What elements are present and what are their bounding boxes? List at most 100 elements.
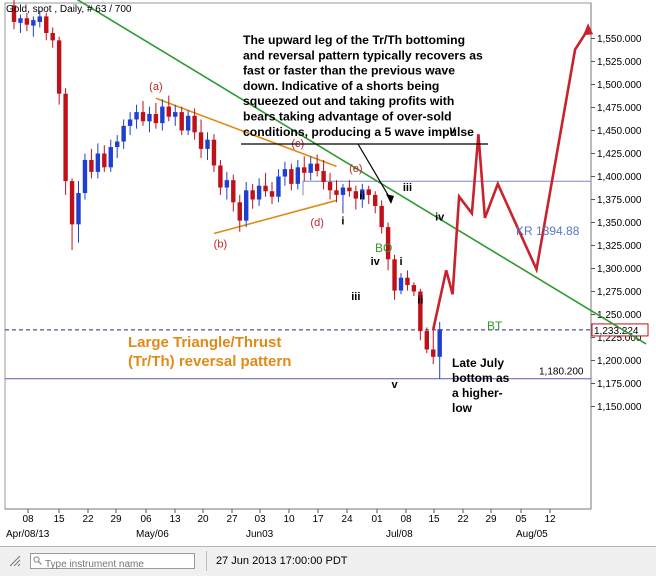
x-tick-label: 01 — [371, 514, 383, 525]
candle — [314, 154, 320, 177]
candle-body — [295, 167, 300, 184]
candle-body — [353, 191, 359, 199]
candle — [218, 159, 223, 195]
annotation-line: The upward leg of the Tr/Th bottoming — [243, 33, 465, 47]
projection — [432, 23, 594, 330]
status-bar: 27 Jun 2013 17:00:00 PDT — [0, 546, 656, 576]
candle — [24, 12, 30, 32]
x-month-label: Apr/08/13 — [6, 529, 50, 540]
candle-body — [250, 190, 255, 200]
candle-body — [411, 285, 417, 292]
candle-body — [424, 331, 429, 350]
candle — [31, 16, 36, 37]
y-tick-label: 1,550.000 — [597, 34, 642, 45]
candle-body — [140, 112, 146, 122]
candle — [108, 139, 113, 172]
price-axis: 1,550.000 1,525.000 1,500.000 1,475.000 1,45… — [591, 34, 642, 413]
x-tick-label: 08 — [400, 514, 412, 525]
x-tick-label: 22 — [82, 514, 94, 525]
x-tick-label: 06 — [140, 514, 152, 525]
candle — [302, 156, 307, 182]
candle — [405, 270, 410, 291]
candle-body — [269, 191, 275, 197]
candle-body — [437, 329, 442, 357]
x-tick-label: 20 — [197, 514, 209, 525]
x-tick-label: 24 — [341, 514, 353, 525]
candle — [366, 185, 371, 205]
status-separator — [206, 551, 207, 571]
candle-body — [282, 169, 288, 177]
candle-body — [327, 182, 333, 191]
candle-body — [102, 153, 107, 168]
candle-body — [108, 147, 113, 168]
x-month-label: May/06 — [136, 529, 169, 540]
candle — [140, 101, 146, 126]
chart-title: Gold, spot , Daily, # 63 / 700 — [6, 4, 132, 15]
resize-grip-icon[interactable] — [8, 554, 22, 568]
candle — [198, 119, 204, 159]
bo-label: BO — [375, 241, 392, 255]
wave-label: ii — [359, 191, 365, 203]
candle — [289, 163, 294, 191]
candle — [179, 106, 184, 136]
wave-label: v — [450, 124, 457, 136]
candle — [269, 182, 275, 205]
y-tick-label: 1,300.000 — [597, 264, 642, 275]
triangle-text-line: (Tr/Th) reversal pattern — [128, 353, 291, 370]
x-tick-label: 15 — [53, 514, 65, 525]
candle-body — [308, 163, 313, 173]
candle — [282, 161, 288, 186]
price-chart[interactable]: 1,550.000 1,525.000 1,500.000 1,475.000 1,45… — [0, 0, 656, 546]
instrument-search[interactable] — [30, 553, 195, 571]
late-july-text-line: Late July — [452, 356, 504, 370]
candle — [18, 14, 23, 33]
candle — [192, 108, 197, 140]
main-annotation: The upward leg of the Tr/Th bottomingand… — [243, 33, 483, 139]
candle — [102, 145, 107, 172]
instrument-search-input[interactable] — [45, 558, 185, 571]
x-tick-label: 05 — [515, 514, 527, 525]
candle-body — [50, 32, 55, 41]
candle — [160, 99, 165, 131]
wave-label: i — [399, 256, 402, 268]
late-july-text-line: bottom as — [452, 371, 510, 385]
y-tick-label: 1,225.000 — [597, 333, 642, 344]
y-tick-label: 1,525.000 — [597, 57, 642, 68]
candle — [82, 153, 88, 200]
candle-body — [398, 277, 404, 291]
candle-body — [134, 112, 139, 120]
candle-body — [431, 349, 436, 357]
candle-body — [314, 163, 320, 171]
candle — [347, 180, 352, 197]
green-downtrend-line — [76, 0, 647, 345]
candle-body — [166, 106, 171, 117]
candle-body — [95, 153, 101, 172]
candle — [11, 0, 17, 30]
low-level-value: 1,180.200 — [539, 367, 584, 378]
x-tick-label: 27 — [226, 514, 238, 525]
candle-body — [11, 5, 17, 22]
candle-body — [237, 202, 242, 221]
candle — [166, 95, 171, 122]
candles — [11, 0, 442, 379]
cursor-datetime: 27 Jun 2013 17:00:00 PDT — [216, 555, 348, 567]
candle-body — [63, 93, 68, 182]
candle — [205, 132, 210, 160]
candle-body — [385, 227, 391, 260]
candle — [237, 194, 242, 232]
candle — [295, 159, 300, 190]
candle-body — [231, 180, 236, 203]
x-month-label: Jul/08 — [386, 529, 413, 540]
candle — [263, 172, 268, 197]
y-tick-label: 1,425.000 — [597, 149, 642, 160]
candle — [353, 185, 359, 210]
candle-body — [44, 16, 49, 33]
candle — [76, 181, 81, 243]
late-july-text-line: low — [452, 401, 473, 415]
candle-body — [360, 189, 365, 199]
candle — [276, 169, 281, 203]
candle-body — [115, 141, 120, 148]
wave-label: v — [391, 379, 398, 391]
candle — [373, 191, 378, 214]
bt-label: BT — [487, 319, 503, 333]
